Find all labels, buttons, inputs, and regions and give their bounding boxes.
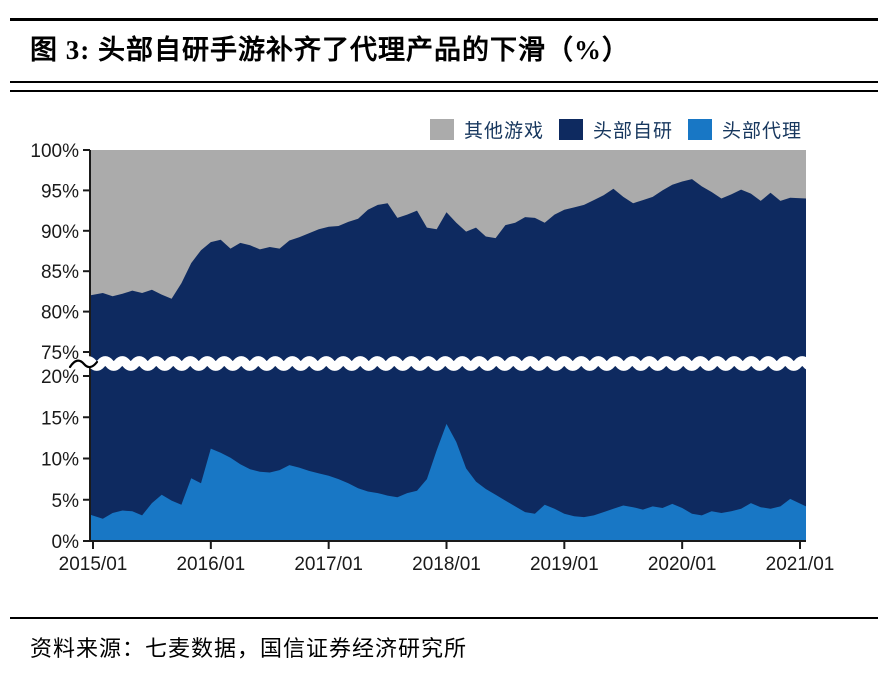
- legend-item-top-licensed: 头部代理: [688, 116, 802, 143]
- y-tick-label: 85%: [41, 262, 79, 283]
- axis-break-band: [80, 356, 819, 371]
- legend-item-top-selfdev: 头部自研: [559, 116, 673, 143]
- y-tick-label: 10%: [41, 450, 79, 471]
- y-tick-label: 90%: [41, 222, 79, 243]
- footer-rule: [10, 617, 878, 619]
- x-tick-label: 2015/01: [59, 554, 128, 575]
- x-tick-label: 2019/01: [530, 554, 599, 575]
- legend-label: 头部自研: [593, 121, 674, 142]
- x-tick-label: 2020/01: [648, 554, 717, 575]
- area-top-licensed: [90, 423, 806, 541]
- figure-title: 图 3: 头部自研手游补齐了代理产品的下滑（%）: [30, 35, 630, 65]
- legend-item-other-games: 其他游戏: [430, 116, 544, 143]
- legend-label: 头部代理: [722, 121, 803, 142]
- x-tick-label: 2017/01: [294, 554, 363, 575]
- chart-legend: 其他游戏 头部自研 头部代理: [430, 116, 802, 143]
- axis-break-marker: [68, 359, 99, 369]
- legend-swatch-navy: [559, 119, 584, 140]
- legend-swatch-lightblue: [688, 119, 713, 140]
- x-tick-label: 2018/01: [412, 554, 481, 575]
- title-underline-double-rule: [10, 81, 878, 92]
- y-tick-label: 95%: [41, 181, 79, 202]
- legend-swatch-gray: [430, 119, 454, 140]
- top-rule: [10, 18, 878, 21]
- legend-label: 其他游戏: [464, 121, 545, 142]
- x-tick-label: 2021/01: [766, 554, 835, 575]
- y-tick-label: 75%: [41, 343, 79, 364]
- y-tick-label: 100%: [30, 141, 79, 162]
- x-tick-label: 2016/01: [176, 554, 245, 575]
- area-top-selfdev-upper: [90, 179, 806, 364]
- y-tick-label: 0%: [52, 532, 80, 553]
- y-tick-label: 80%: [41, 303, 79, 324]
- y-tick-label: 20%: [41, 367, 79, 388]
- y-tick-label: 5%: [52, 491, 80, 512]
- y-tick-label: 15%: [41, 408, 79, 429]
- source-attribution: 资料来源：七麦数据，国信证券经济研究所: [30, 636, 468, 661]
